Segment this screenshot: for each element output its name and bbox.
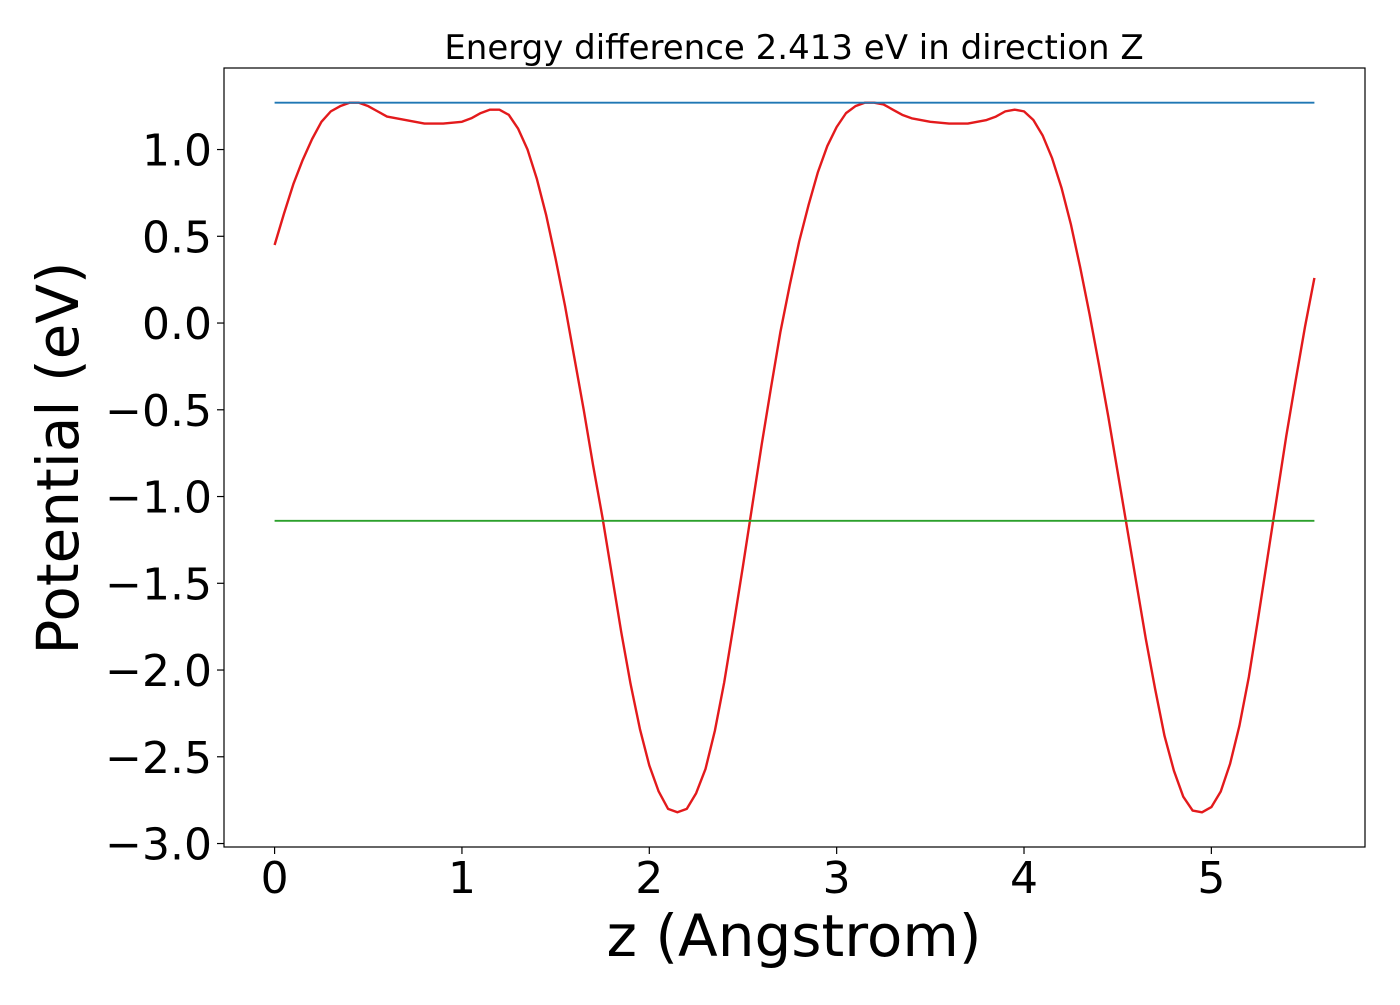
- x-tick-label: 1: [448, 853, 476, 904]
- y-tick-label: 0.0: [142, 299, 212, 350]
- chart-title: Energy difference 2.413 eV in direction …: [444, 28, 1143, 68]
- x-tick-label: 3: [823, 853, 851, 904]
- x-axis-ticks: 0 1 2 3 4 5: [261, 847, 1225, 904]
- x-tick-label: 0: [261, 853, 289, 904]
- y-tick-label: −2.5: [105, 733, 212, 784]
- x-axis-label: z (Angstrom): [607, 902, 982, 970]
- y-tick-label: −1.5: [105, 559, 212, 610]
- y-tick-label: −0.5: [105, 386, 212, 437]
- y-tick-label: 0.5: [142, 212, 212, 263]
- y-tick-label: 1.0: [142, 126, 212, 177]
- x-tick-label: 2: [635, 853, 663, 904]
- y-axis-ticks: −3.0 −2.5 −2.0 −1.5 −1.0 −0.5 0.0 0.5 1.0: [105, 126, 224, 871]
- y-axis-label: Potential (eV): [24, 261, 92, 654]
- x-tick-label: 4: [1010, 853, 1038, 904]
- plot-area-frame: [223, 67, 1366, 848]
- y-tick-label: −2.0: [105, 646, 212, 697]
- potential-curve: [273, 101, 1316, 814]
- series-layer: [273, 101, 1316, 814]
- y-tick-label: −1.0: [105, 473, 212, 524]
- x-tick-label: 5: [1197, 853, 1225, 904]
- y-tick-label: −3.0: [105, 820, 212, 871]
